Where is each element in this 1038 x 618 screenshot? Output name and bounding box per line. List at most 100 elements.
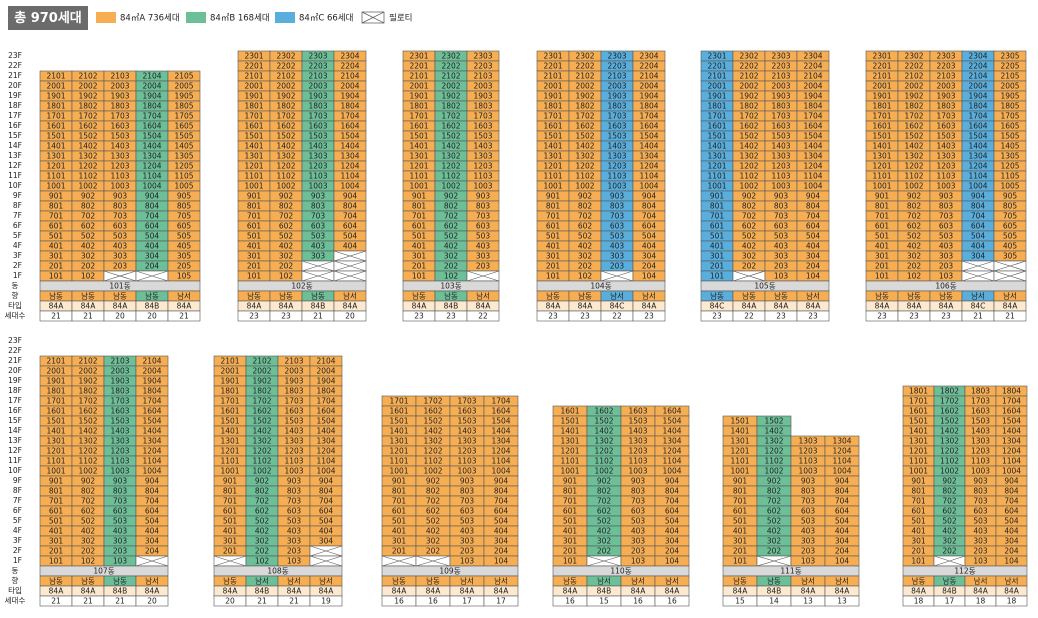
unit-type: 84A — [49, 587, 65, 596]
floor-label: 15F — [8, 416, 22, 425]
unit-number: 1101 — [707, 172, 726, 181]
unit-number: 1402 — [423, 427, 442, 436]
floor-label: 19F — [8, 91, 22, 100]
unit-number: 801 — [392, 487, 407, 496]
unit-number: 104 — [1004, 557, 1019, 566]
count-cell — [167, 310, 201, 322]
unit-count: 21 — [83, 312, 93, 321]
floor-label: 5F — [13, 516, 22, 525]
orientation: 남동 — [578, 292, 592, 301]
unit-number: 504 — [971, 232, 986, 241]
unit-number: 203 — [460, 547, 475, 556]
unit-number: 1504 — [142, 417, 161, 426]
unit-number: 2003 — [473, 82, 492, 91]
building-name: 102동 — [291, 282, 312, 291]
unit-number: 904 — [835, 477, 850, 486]
unit-number: 1704 — [491, 397, 510, 406]
unit-number: 1702 — [252, 397, 271, 406]
unit-number: 1604 — [316, 407, 335, 416]
unit-number: 1402 — [575, 142, 594, 151]
unit-number: 1602 — [594, 407, 613, 416]
unit-number: 1902 — [441, 92, 460, 101]
unit-number: 303 — [801, 537, 816, 546]
unit-number: 1603 — [110, 407, 129, 416]
piloti-cross — [756, 555, 792, 567]
unit-number: 1304 — [662, 437, 681, 446]
unit-number: 1204 — [142, 162, 161, 171]
unit-number: 1804 — [1002, 387, 1021, 396]
unit-number: 403 — [631, 527, 646, 536]
unit-number: 402 — [255, 527, 270, 536]
unit-number: 1602 — [904, 122, 923, 131]
unit-number: 1403 — [771, 142, 790, 151]
count-cell — [466, 310, 500, 322]
unit-number: 901 — [247, 192, 262, 201]
unit-number: 901 — [875, 192, 890, 201]
unit-number: 1201 — [46, 447, 65, 456]
legend: 84㎡A 736세대 84㎡B 168세대 84㎡C 66세대 필로티 — [96, 11, 412, 24]
unit-number: 603 — [113, 222, 128, 231]
unit-number: 801 — [49, 487, 64, 496]
unit-number: 1301 — [46, 152, 65, 161]
unit-number: 1001 — [46, 182, 65, 191]
unit-number: 1604 — [491, 407, 510, 416]
unit-number: 1604 — [803, 122, 822, 131]
unit-number: 1602 — [252, 407, 271, 416]
unit-number: 301 — [223, 537, 238, 546]
unit-number: 1201 — [707, 162, 726, 171]
unit-number: 1002 — [739, 182, 758, 191]
unit-number: 1703 — [607, 112, 626, 121]
unit-number: 1503 — [771, 132, 790, 141]
unit-count: 20 — [147, 597, 157, 606]
unit-number: 503 — [939, 232, 954, 241]
unit-type: 84B — [444, 302, 459, 311]
unit-number: 1401 — [909, 427, 928, 436]
unit-number: 1303 — [457, 437, 476, 446]
orientation: 남서 — [319, 577, 333, 586]
piloti-cross — [333, 270, 367, 282]
unit-number: 1202 — [940, 447, 959, 456]
unit-number: 502 — [578, 232, 593, 241]
unit-number: 1001 — [730, 467, 749, 476]
unit-number: 1704 — [316, 397, 335, 406]
unit-type: 84A — [223, 587, 239, 596]
count-cell — [824, 595, 860, 607]
unit-number: 1601 — [872, 122, 891, 131]
unit-number: 1902 — [575, 92, 594, 101]
unit-number: 503 — [973, 517, 988, 526]
unit-number: 903 — [287, 477, 302, 486]
unit-number: 1701 — [909, 397, 928, 406]
unit-number: 1703 — [110, 397, 129, 406]
unit-number: 404 — [319, 527, 334, 536]
unit-number: 704 — [145, 497, 160, 506]
unit-number: 2003 — [284, 367, 303, 376]
unit-number: 2204 — [803, 62, 822, 71]
unit-number: 1602 — [940, 407, 959, 416]
unit-number: 602 — [426, 507, 441, 516]
unit-number: 601 — [412, 222, 427, 231]
unit-number: 702 — [597, 497, 612, 506]
unit-number: 802 — [597, 487, 612, 496]
buildings: 23F22F21F20F19F18F17F16F15F14F13F12F11F1… — [5, 50, 1028, 607]
unit-number: 504 — [494, 517, 509, 526]
unit-number: 2005 — [174, 82, 193, 91]
unit-number: 404 — [806, 242, 821, 251]
unit-type: 84A — [742, 302, 758, 311]
building-name: 107동 — [93, 567, 114, 576]
unit-number: 504 — [145, 232, 160, 241]
unit-number: 1904 — [316, 377, 335, 386]
unit-number: 1402 — [739, 142, 758, 151]
unit-number: 903 — [801, 477, 816, 486]
orientation: 남동 — [444, 292, 458, 301]
unit-number: 1404 — [316, 427, 335, 436]
unit-number: 1304 — [491, 437, 510, 446]
unit-number: 2102 — [904, 72, 923, 81]
unit-type: 84A — [319, 587, 335, 596]
unit-number: 1002 — [423, 467, 442, 476]
unit-number: 702 — [942, 497, 957, 506]
unit-number: 604 — [835, 507, 850, 516]
unit-number: 605 — [1003, 222, 1018, 231]
unit-number: 1304 — [142, 152, 161, 161]
floor-label: 23F — [8, 51, 22, 60]
